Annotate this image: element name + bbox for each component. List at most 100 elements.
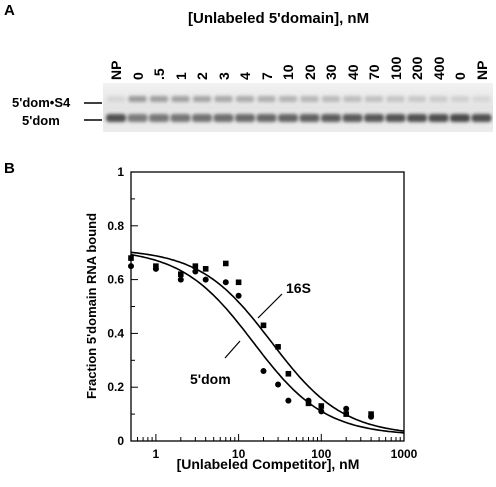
data-point-square: [177, 271, 184, 278]
band-markers: [84, 102, 102, 121]
complex-band: [408, 96, 426, 102]
complex-band: [429, 96, 448, 102]
complex-band: [193, 96, 211, 102]
gel-lane: [364, 96, 384, 122]
complex-band: [343, 96, 362, 102]
data-point-square: [202, 266, 209, 272]
data-point-circle: [305, 397, 312, 404]
complex-band: [300, 96, 319, 102]
complex-band: [472, 96, 491, 102]
y-tick-label: 0.6: [107, 273, 124, 287]
complex-band: [386, 96, 405, 102]
gel-background: [103, 83, 493, 132]
gel-lane: [213, 96, 234, 122]
data-point-circle: [260, 368, 267, 375]
gel-lane: [450, 96, 470, 122]
free-band: [471, 114, 492, 122]
data-point-circle: [152, 265, 159, 272]
annotation-leader-16s: [257, 293, 283, 319]
free-band: [278, 114, 298, 122]
gel-lane: [127, 96, 148, 122]
gel-lane: [407, 96, 427, 122]
complex-band: [171, 96, 190, 102]
y-tick-label: 1: [117, 165, 124, 179]
band-label-complex: 5'dom•S4: [12, 95, 71, 110]
data-point-square: [260, 322, 267, 329]
complex-band: [236, 96, 254, 102]
y-tick-label: 0: [117, 434, 124, 448]
data-point-square: [275, 344, 281, 350]
free-band: [106, 114, 126, 122]
annotation-leader-5dom: [224, 340, 241, 359]
complex-band: [365, 96, 383, 102]
free-band: [385, 114, 406, 122]
free-band: [299, 114, 320, 122]
gel-bands: [103, 83, 493, 132]
data-point-circle: [318, 408, 325, 415]
x-tick-label: 10: [232, 447, 246, 461]
gel-lane: [299, 96, 320, 122]
free-band: [364, 114, 384, 122]
gel-lane: [192, 96, 212, 122]
free-band: [342, 114, 363, 122]
data-point-circle: [192, 268, 199, 275]
panel-b-label: B: [4, 160, 15, 177]
x-tick-label: 1: [153, 447, 160, 461]
x-tick-label: 1000: [391, 447, 418, 461]
free-band: [407, 114, 427, 122]
free-band: [127, 114, 148, 122]
x-tick-label: 100: [311, 447, 331, 461]
data-point-square: [128, 255, 134, 261]
complex-band: [150, 96, 168, 102]
complex-band: [107, 96, 125, 102]
data-point-square: [222, 260, 229, 267]
fit-curves: [130, 251, 405, 434]
data-point-circle: [177, 276, 184, 283]
data-points: [128, 255, 375, 420]
free-band: [170, 114, 191, 122]
data-point-circle: [285, 397, 292, 404]
band-label-free: 5'dom: [22, 113, 60, 128]
y-axis-ticks: 0 0.2 0.4 0.6 0.8 1: [107, 165, 138, 448]
data-point-circle: [343, 405, 350, 412]
complex-band: [257, 96, 276, 102]
data-point-square: [192, 263, 199, 269]
gel-title: [Unlabeled 5'domain], nM: [188, 10, 370, 27]
gel-lane: [235, 96, 255, 122]
y-tick-label: 0.4: [107, 326, 124, 340]
fit-curve: [130, 253, 405, 434]
data-point-circle: [235, 292, 242, 299]
gel-lane: [106, 96, 126, 122]
gel-lane: [321, 96, 341, 122]
x-axis-title: [Unlabeled Competitor], nM: [177, 456, 360, 472]
complex-band: [128, 96, 147, 102]
free-band: [192, 114, 212, 122]
data-point-circle: [368, 413, 375, 420]
panel-a-label: A: [4, 2, 15, 19]
gel-lane: [471, 96, 492, 122]
complex-band: [451, 96, 469, 102]
data-point-circle: [202, 276, 209, 283]
y-tick-label: 0.8: [107, 219, 124, 233]
annotation-16s: 16S: [286, 280, 311, 296]
complex-band: [322, 96, 340, 102]
gel-lane: [428, 96, 449, 122]
data-point-circle: [128, 263, 134, 270]
free-band: [321, 114, 341, 122]
x-axis-ticks: 1 10 100 1000: [130, 434, 418, 461]
data-point-square: [318, 403, 325, 409]
free-band: [256, 114, 277, 122]
data-point-square: [285, 370, 292, 377]
free-band: [450, 114, 470, 122]
gel-lane: [342, 96, 363, 122]
y-axis-title: Fraction 5'domain RNA bound: [84, 213, 99, 399]
gel-lane: [149, 96, 169, 122]
gel-lane: [278, 96, 298, 122]
plot-frame: [130, 171, 405, 442]
free-band: [213, 114, 234, 122]
fit-curve: [130, 251, 405, 432]
data-point-square: [235, 279, 242, 286]
free-band: [235, 114, 255, 122]
complex-band: [214, 96, 233, 102]
complex-band: [279, 96, 297, 102]
